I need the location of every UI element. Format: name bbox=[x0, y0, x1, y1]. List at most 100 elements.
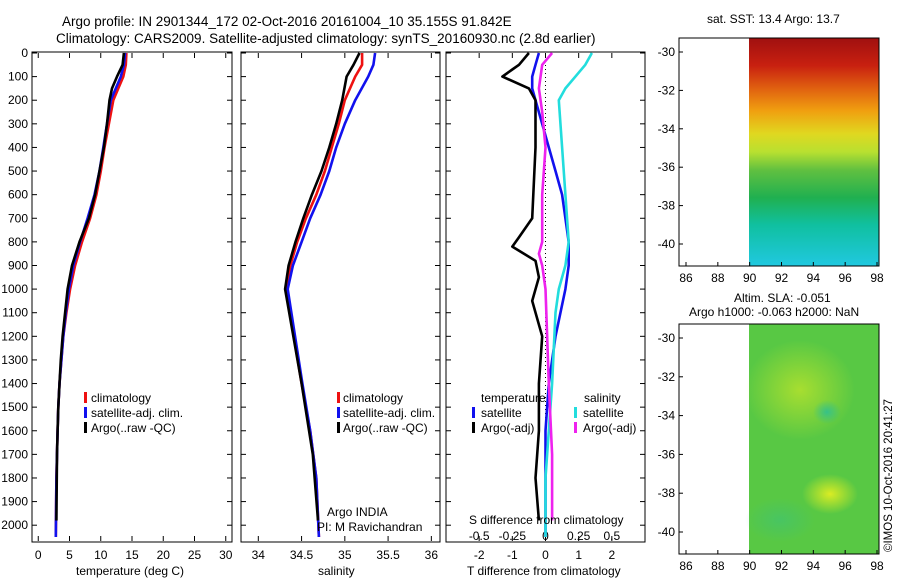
x-tick-label: 5 bbox=[66, 548, 73, 562]
map-y-tick-label: -30 bbox=[658, 331, 676, 345]
y-tick-label: 200 bbox=[8, 93, 28, 107]
sla-map-frame bbox=[678, 323, 880, 555]
map-x-tick-label: 96 bbox=[838, 559, 852, 573]
difference-plot: -2 -1 0 1 2-0.5 -0.25 0 0.25 0.5 bbox=[446, 52, 645, 562]
sla-x-axis: 86 88 90 92 94 96 98 bbox=[679, 550, 884, 573]
x-tick-label: 15 bbox=[125, 548, 139, 562]
sla-y-axis: -30 -32 -34 -36 -38 -40 bbox=[658, 331, 683, 539]
source-line-1: Argo INDIA bbox=[327, 505, 388, 519]
map-x-tick-label: 96 bbox=[838, 271, 852, 285]
x-tick-label: -2 bbox=[474, 548, 485, 562]
sst-y-axis: -30 -32 -34 -36 -38 -40 bbox=[658, 45, 683, 251]
map-y-tick-label: -34 bbox=[658, 122, 676, 136]
temperature-panel-frame bbox=[31, 51, 233, 543]
x-tick-label: 30 bbox=[219, 548, 233, 562]
map-x-tick-label: 90 bbox=[743, 271, 757, 285]
sla-blob bbox=[745, 498, 815, 542]
sla-blob bbox=[802, 474, 858, 514]
y-tick-label: 500 bbox=[8, 164, 28, 178]
sst-map-title: sat. SST: 13.4 Argo: 13.7 bbox=[707, 12, 840, 26]
map-x-tick-label: 90 bbox=[743, 559, 757, 573]
y-tick-label: 1400 bbox=[1, 377, 28, 391]
y-tick-label: 0 bbox=[21, 46, 28, 60]
imos-stamp: ©IMOS 10-Oct-2016 20:41:27 bbox=[883, 399, 895, 552]
series-line bbox=[283, 52, 361, 521]
legend-swatch-argo bbox=[84, 422, 87, 433]
series-line bbox=[284, 53, 364, 538]
salinity-panel-frame bbox=[240, 51, 441, 543]
map-x-tick-label: 94 bbox=[807, 559, 821, 573]
sla-blob bbox=[813, 400, 841, 424]
map-y-tick-label: -36 bbox=[658, 447, 676, 461]
source-line-2: PI: M Ravichandran bbox=[317, 520, 422, 534]
x-tick-label: 1 bbox=[575, 548, 582, 562]
y-tick-label: 100 bbox=[8, 70, 28, 84]
y-tick-label: 1600 bbox=[1, 424, 28, 438]
temperature-plot: 0100200300400500600700800900100011001200… bbox=[1, 46, 232, 562]
y-tick-label: 300 bbox=[8, 117, 28, 131]
legend-climatology: climatology bbox=[91, 391, 151, 405]
top-tick-label: 0.5 bbox=[603, 529, 620, 543]
salinity-plot: 34 34.5 35 35.5 36 bbox=[241, 52, 440, 562]
legend-climatology: climatology bbox=[343, 391, 403, 405]
x-tick-label: 34 bbox=[252, 548, 266, 562]
y-tick-label: 1700 bbox=[1, 447, 28, 461]
series-line bbox=[530, 52, 571, 537]
difference-legend: temperature salinity satellite Argo(-adj… bbox=[472, 391, 636, 435]
map-y-tick-label: -40 bbox=[658, 525, 676, 539]
map-y-tick-label: -36 bbox=[658, 160, 676, 174]
x-tick-label: 2 bbox=[608, 548, 615, 562]
sst-map-frame bbox=[678, 37, 880, 267]
top-tick-label: -0.5 bbox=[469, 529, 490, 543]
legend-t-argo: Argo(-adj) bbox=[481, 421, 534, 435]
top-tick-label: -0.25 bbox=[499, 529, 527, 543]
map-x-tick-label: 86 bbox=[679, 271, 693, 285]
legend-argo: Argo(..raw -QC) bbox=[343, 421, 428, 435]
top-tick-label: 0.25 bbox=[567, 529, 591, 543]
map-y-tick-label: -32 bbox=[658, 370, 676, 384]
x-tick-label: 0 bbox=[35, 548, 42, 562]
series-line bbox=[55, 52, 126, 521]
x-tick-label: 35.5 bbox=[376, 548, 400, 562]
map-y-tick-label: -38 bbox=[658, 486, 676, 500]
legend-salinity-header: salinity bbox=[584, 391, 621, 405]
map-x-tick-label: 86 bbox=[679, 559, 693, 573]
legend-swatch-satellite bbox=[337, 407, 340, 418]
temperature-legend: climatology satellite-adj. clim. Argo(..… bbox=[84, 391, 183, 435]
x-tick-label: 20 bbox=[157, 548, 171, 562]
legend-t-satellite: satellite bbox=[481, 406, 522, 420]
map-x-tick-label: 98 bbox=[870, 559, 884, 573]
temperature-xlabel: temperature (deg C) bbox=[76, 564, 184, 578]
x-tick-label: 0 bbox=[542, 548, 549, 562]
title-line-2: Climatology: CARS2009. Satellite-adjuste… bbox=[56, 31, 596, 46]
map-y-tick-label: -38 bbox=[658, 199, 676, 213]
series-line bbox=[501, 52, 544, 521]
sst-map bbox=[678, 37, 880, 267]
y-tick-label: 600 bbox=[8, 188, 28, 202]
x-tick-label: 25 bbox=[188, 548, 202, 562]
x-tick-label: 34.5 bbox=[290, 548, 314, 562]
y-tick-label: 700 bbox=[8, 211, 28, 225]
y-tick-label: 2000 bbox=[1, 518, 28, 532]
x-tick-label: 36 bbox=[425, 548, 439, 562]
map-y-tick-label: -30 bbox=[658, 45, 676, 59]
map-y-tick-label: -40 bbox=[658, 237, 676, 251]
x-tick-label: 10 bbox=[94, 548, 108, 562]
legend-s-satellite: satellite bbox=[583, 406, 624, 420]
sst-x-axis: 86 88 90 92 94 96 98 bbox=[679, 262, 884, 285]
sla-map bbox=[678, 323, 880, 555]
y-tick-label: 400 bbox=[8, 140, 28, 154]
difference-top-label: S difference from climatology bbox=[469, 513, 624, 527]
legend-swatch-satellite bbox=[84, 407, 87, 418]
map-x-tick-label: 92 bbox=[775, 271, 789, 285]
map-x-tick-label: 88 bbox=[711, 271, 725, 285]
series-line bbox=[286, 52, 377, 538]
title-line-1: Argo profile: IN 2901344_172 02-Oct-2016… bbox=[62, 14, 512, 29]
salinity-legend: climatology satellite-adj. clim. Argo(..… bbox=[337, 391, 435, 435]
sla-blob bbox=[745, 340, 855, 440]
difference-panel-frame bbox=[445, 51, 646, 543]
sla-map-title-1: Altim. SLA: -0.051 bbox=[734, 291, 831, 305]
map-x-tick-label: 94 bbox=[807, 271, 821, 285]
legend-swatch-s-satellite bbox=[574, 407, 577, 418]
